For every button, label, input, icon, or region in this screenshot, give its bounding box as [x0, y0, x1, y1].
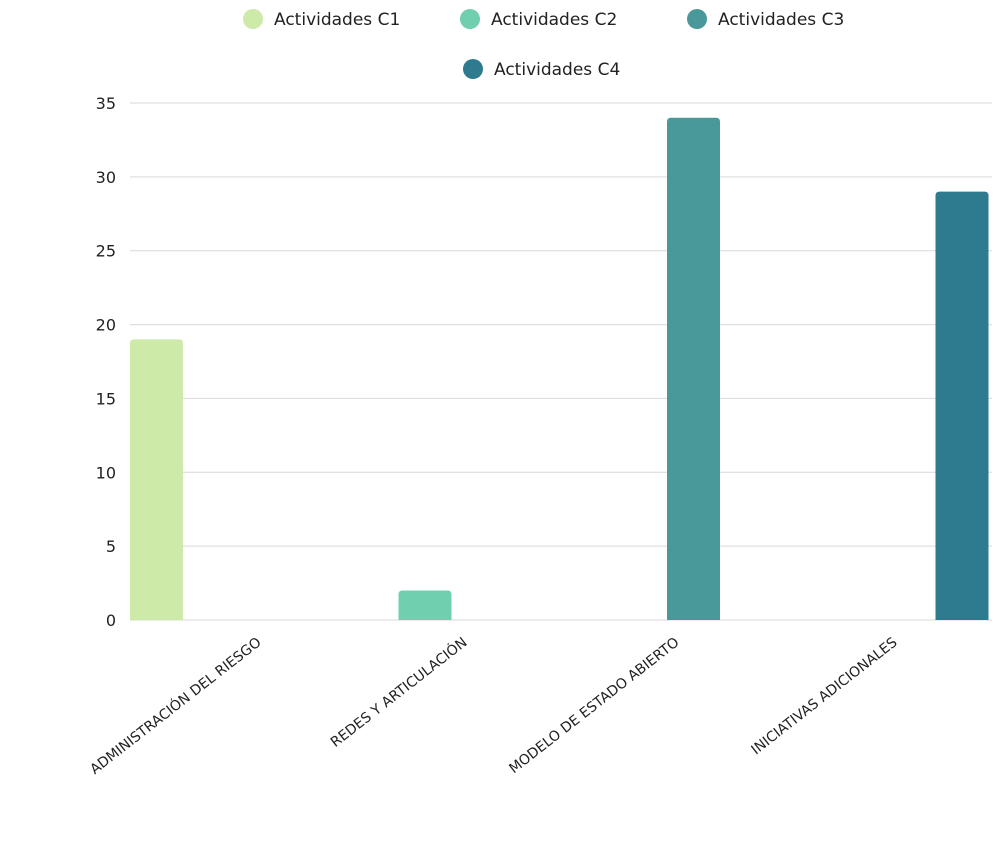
legend-label: Actividades C2: [491, 10, 617, 30]
legend-label: Actividades C1: [274, 10, 400, 30]
legend-item[interactable]: Actividades C2: [460, 9, 617, 30]
y-tick-label: 10: [96, 463, 116, 482]
legend-item[interactable]: Actividades C4: [463, 59, 620, 80]
legend: Actividades C1 Actividades C2 Actividades …: [243, 9, 844, 80]
bar[interactable]: [130, 339, 183, 620]
y-axis: 0 5 10 15 20 25 30 35: [96, 94, 116, 630]
x-tick-label: MODELO DE ESTADO ABIERTO: [506, 635, 682, 778]
y-tick-label: 5: [106, 537, 116, 556]
y-tick-label: 0: [106, 611, 116, 630]
bar[interactable]: [399, 590, 452, 620]
y-tick-label: 30: [96, 168, 116, 187]
legend-swatch: [243, 9, 263, 29]
bar[interactable]: [667, 118, 720, 620]
legend-item[interactable]: Actividades C1: [243, 9, 400, 30]
legend-label: Actividades C3: [718, 10, 844, 30]
bar[interactable]: [936, 192, 989, 620]
legend-swatch: [687, 9, 707, 29]
x-tick-label: REDES Y ARTICULACIÓN: [327, 633, 471, 751]
y-tick-label: 15: [96, 389, 116, 408]
legend-label: Actividades C4: [494, 60, 620, 80]
bars: [130, 118, 989, 620]
y-tick-label: 35: [96, 94, 116, 113]
legend-swatch: [460, 9, 480, 29]
x-tick-label: ADMINISTRACIÓN DEL RIESGO: [86, 633, 264, 778]
y-tick-label: 20: [96, 316, 116, 335]
legend-item[interactable]: Actividades C3: [687, 9, 844, 30]
grid: [130, 103, 992, 620]
y-tick-label: 25: [96, 242, 116, 261]
legend-swatch: [463, 59, 483, 79]
x-axis: ADMINISTRACIÓN DEL RIESGO REDES Y ARTICUL…: [86, 633, 900, 778]
x-tick-label: INICIATIVAS ADICIONALES: [748, 634, 900, 758]
